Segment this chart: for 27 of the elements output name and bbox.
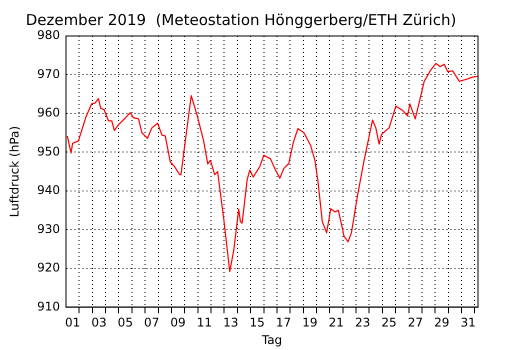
x-tick-label: 01: [64, 316, 80, 330]
x-tick-label: 15: [250, 316, 265, 330]
x-tick-label: 25: [381, 316, 397, 330]
x-tick-label: 19: [302, 316, 318, 330]
x-tick-label: 13: [223, 316, 238, 330]
y-tick-label: 910: [37, 299, 60, 314]
x-tick-label: 23: [355, 316, 370, 330]
y-axis-title: Luftdruck (hPa): [7, 126, 22, 218]
x-tick-label: 17: [276, 316, 292, 330]
y-tick-label: 980: [37, 28, 60, 42]
y-tick-label: 920: [37, 260, 60, 275]
y-tick-label: 950: [37, 144, 60, 158]
x-tick-label: 05: [118, 316, 133, 330]
x-tick-label: 31: [460, 316, 476, 330]
x-tick-label: 29: [434, 316, 450, 330]
x-tick-label: 03: [91, 316, 107, 330]
y-tick-label: 970: [37, 66, 60, 81]
chart-title: Dezember 2019 (Meteostation Hönggerberg/ETH Zürich): [26, 10, 456, 29]
y-tick-label: 930: [37, 222, 60, 236]
y-tick-label: 940: [37, 183, 60, 198]
x-tick-label: 21: [328, 316, 344, 330]
x-tick-label: 07: [144, 316, 160, 330]
x-tick-label: 11: [196, 316, 212, 330]
x-axis-title: Tag: [260, 332, 282, 347]
x-tick-label: 09: [170, 316, 186, 330]
x-tick-label: 27: [408, 316, 424, 330]
y-tick-label: 960: [37, 106, 60, 120]
